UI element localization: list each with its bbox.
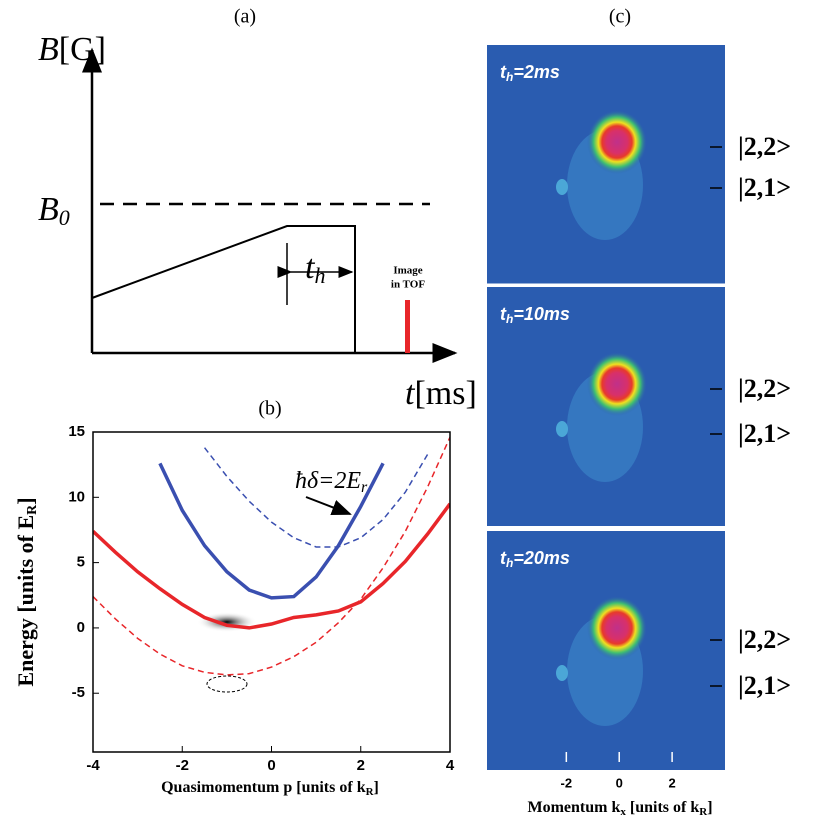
state-label: |2,1> [738, 671, 791, 700]
x-tick-label: 4 [446, 757, 455, 774]
condensate [587, 110, 647, 174]
condensate [587, 596, 647, 660]
image-title: th=2ms [500, 62, 560, 84]
y-tick-label: 15 [68, 423, 85, 440]
x-tick-label: 2 [668, 775, 675, 790]
y-axis-label: B[G] [38, 31, 106, 68]
title-tail: =10ms [513, 304, 570, 324]
title-tail: =2ms [513, 62, 560, 82]
annotation: ħδ=2Er [295, 468, 368, 496]
line-series [93, 436, 450, 676]
y-tick-label: 0 [77, 619, 85, 636]
panel-b: (b) ħδ=2Er Quasimomentum p [units of kR]… [13, 398, 455, 798]
side-peak [556, 421, 568, 437]
annotation-arrow [305, 496, 352, 515]
atom-cloud-outline [206, 675, 248, 693]
title-tail: =20ms [513, 548, 570, 568]
condensate [587, 352, 647, 416]
line-series [203, 447, 429, 548]
x-tick-label: 0 [267, 757, 275, 774]
image-title: th=20ms [500, 548, 570, 570]
title-main: t [500, 62, 507, 82]
hold-label: th [305, 249, 325, 288]
panel-a: (a) B[G] t[ms] B0 th Image in TOF [38, 6, 477, 412]
x-tick-label: -4 [86, 757, 100, 774]
plot-frame [92, 431, 451, 753]
title-sub: h [506, 556, 513, 570]
side-peak [556, 665, 568, 681]
image-pulse [405, 300, 410, 353]
image-label: Image [393, 265, 422, 277]
x-tick-label: -2 [176, 757, 189, 774]
panel-label: (c) [609, 6, 631, 28]
b0-label: B0 [38, 191, 70, 230]
field-ramp [91, 225, 356, 353]
y-axis-label: Energy [units of ER] [13, 497, 40, 686]
state-label: |2,1> [738, 419, 791, 448]
y-tick-label: -5 [72, 684, 85, 701]
x-axis-label: Momentum kx [units of kR] [527, 799, 712, 818]
state-label: |2,2> [738, 374, 791, 403]
image-label: in TOF [391, 279, 425, 291]
panel-label: (b) [258, 398, 281, 420]
y-tick-label: 5 [77, 554, 85, 571]
state-label: |2,2> [738, 625, 791, 654]
line-series [93, 502, 450, 630]
x-axis-label: t[ms] [405, 375, 477, 412]
y-tick-label: 10 [68, 488, 85, 505]
x-tick-label: 2 [357, 757, 365, 774]
title-main: t [500, 548, 507, 568]
side-peak [556, 179, 568, 195]
state-label: |2,2> [738, 132, 791, 161]
title-main: t [500, 304, 507, 324]
x-tick-label: -2 [561, 775, 573, 790]
x-axis-label: Quasimomentum p [units of kR] [161, 779, 379, 798]
line-series [158, 462, 385, 600]
title-sub: h [506, 312, 513, 326]
image-title: th=10ms [500, 304, 570, 326]
panel-c: (c) Momentum kx [units of kR] th=2ms|2,2… [487, 6, 791, 818]
panel-label: (a) [234, 6, 256, 28]
state-label: |2,1> [738, 173, 791, 202]
x-tick-label: 0 [616, 775, 623, 790]
title-sub: h [506, 70, 513, 84]
plot-area [93, 436, 450, 676]
